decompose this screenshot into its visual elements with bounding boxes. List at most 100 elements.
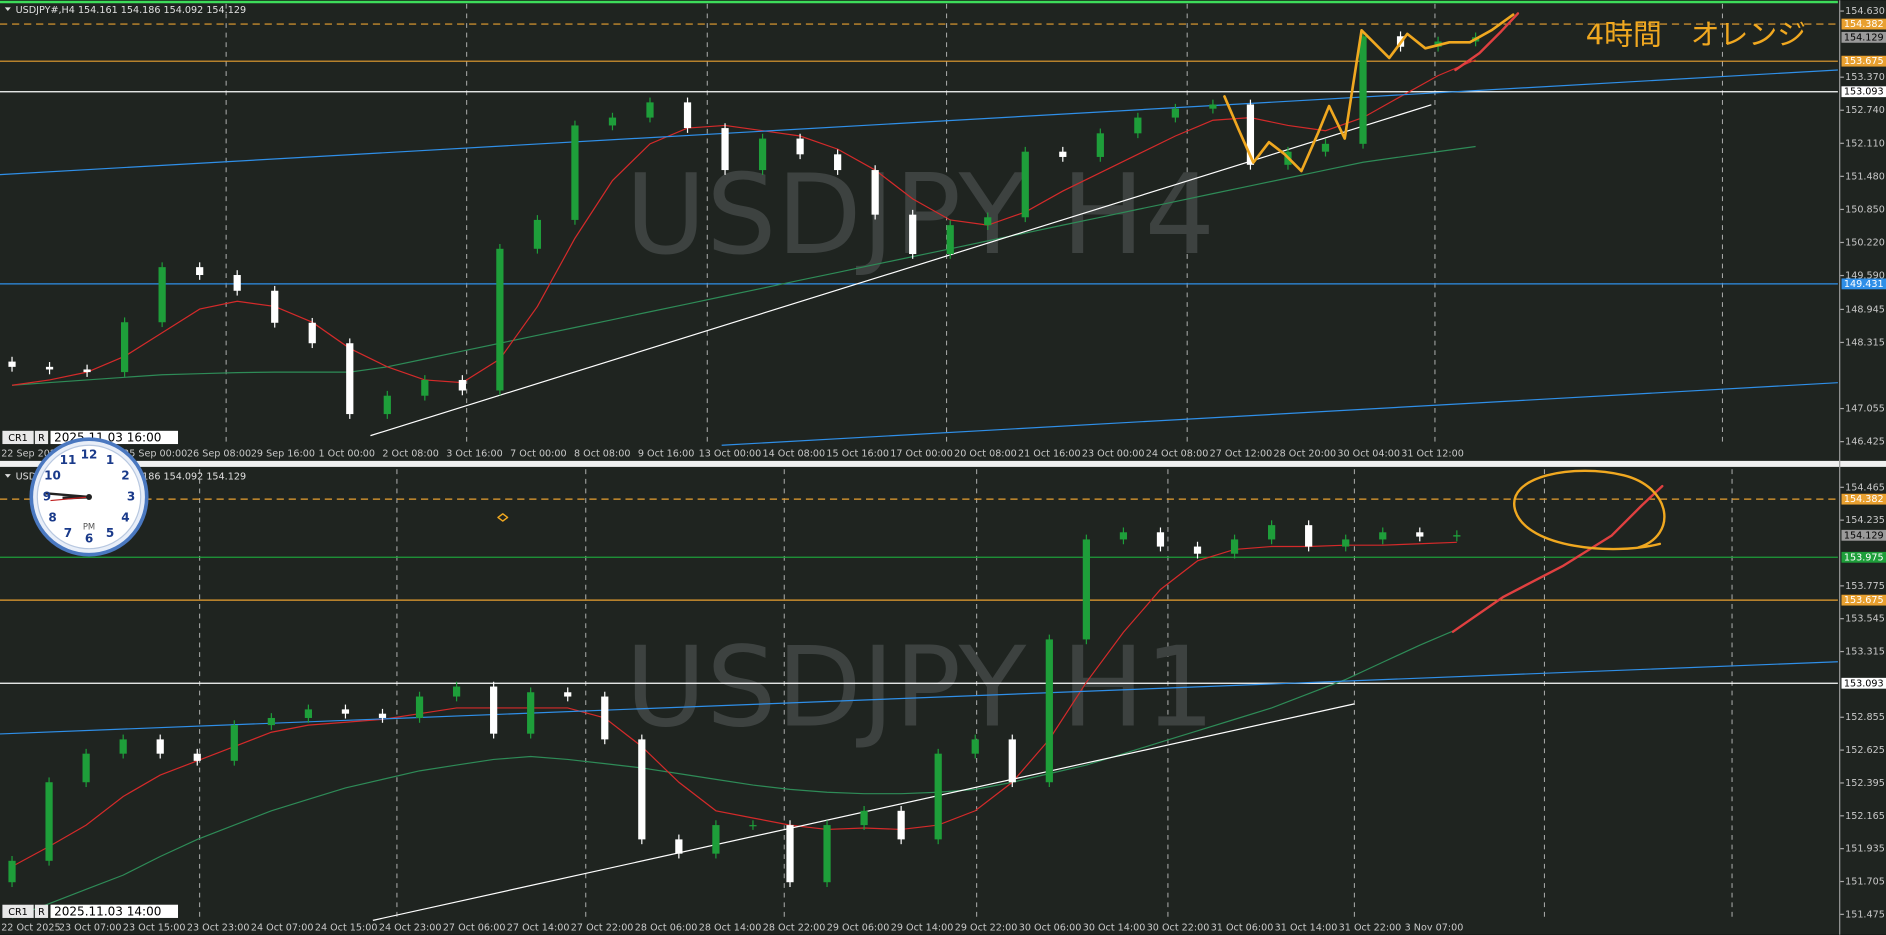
period-label: CR1 <box>8 907 28 918</box>
mode-box <box>34 904 49 918</box>
candle-body <box>1416 532 1424 537</box>
x-tick-label: 2 Oct 08:00 <box>382 449 439 460</box>
x-tick-label: 28 Oct 14:00 <box>699 923 762 934</box>
clock-number: 6 <box>85 532 93 546</box>
y-tick-label: 152.625 <box>1845 745 1885 756</box>
period-box <box>2 904 34 918</box>
price-tag <box>1841 86 1886 98</box>
candle-body <box>193 753 201 761</box>
price-tag-label: 154.382 <box>1844 19 1884 30</box>
clock-number: 11 <box>60 453 77 467</box>
clock-number: 7 <box>64 526 72 540</box>
candle-body <box>496 248 504 391</box>
candle-body <box>45 782 53 861</box>
time-box <box>50 904 179 918</box>
x-tick-label: 23 Oct 15:00 <box>123 923 186 934</box>
x-tick-label: 24 Oct 15:00 <box>315 923 378 934</box>
x-tick-label: 31 Oct 14:00 <box>1275 923 1338 934</box>
candle-body <box>267 717 275 726</box>
clock-number: 5 <box>106 526 114 540</box>
candle-body <box>646 102 654 118</box>
x-tick-label: 27 Oct 14:00 <box>507 923 570 934</box>
price-tag-label: 149.431 <box>1844 279 1884 290</box>
candle-body <box>83 369 91 373</box>
x-tick-label: 29 Oct 14:00 <box>891 923 954 934</box>
clock-number: 3 <box>127 489 135 503</box>
price-tag <box>1841 551 1886 563</box>
ma-fast-line <box>11 59 1476 386</box>
candle-body <box>786 825 794 883</box>
candle-body <box>383 395 391 415</box>
y-tick-label: 147.055 <box>1845 404 1885 415</box>
y-tick-label: 154.235 <box>1845 515 1885 526</box>
price-tag-label: 153.975 <box>1844 552 1884 563</box>
channel-line <box>0 69 1838 176</box>
red-stroke <box>1454 12 1520 72</box>
y-tick-label: 151.705 <box>1845 877 1885 888</box>
price-tag-label: 153.093 <box>1844 678 1884 689</box>
x-tick-label: 31 Oct 12:00 <box>1401 449 1464 460</box>
y-tick-label: 153.775 <box>1845 581 1885 592</box>
candle-body <box>571 125 579 220</box>
candle-body <box>1267 525 1276 540</box>
menu-arrow <box>4 474 11 478</box>
y-tick-label: 150.850 <box>1845 204 1885 215</box>
cursor-mark <box>497 513 509 522</box>
x-tick-label: 25 Sep 00:00 <box>123 449 187 460</box>
x-tick-label: 14 Oct 08:00 <box>763 449 826 460</box>
clock-number: 2 <box>121 468 129 482</box>
watermark-layer: USDJPY H4 USDJPY H1 <box>625 151 1215 753</box>
candle-body <box>1193 546 1202 554</box>
y-tick-label: 153.370 <box>1845 72 1885 83</box>
candle-body <box>1379 532 1387 540</box>
y-tick-label: 151.475 <box>1845 909 1885 920</box>
channel-line <box>0 661 1838 735</box>
hand-drawings <box>497 12 1666 633</box>
price-tag-label: 154.382 <box>1844 494 1884 505</box>
red-stroke <box>1451 484 1664 633</box>
x-tick-label: 31 Oct 22:00 <box>1339 923 1402 934</box>
candle-body <box>230 725 238 761</box>
channel-line <box>721 382 1838 446</box>
candle-body <box>156 739 164 754</box>
x-tick-label: 13 Oct 00:00 <box>699 449 762 460</box>
y-tick-label: 152.395 <box>1845 778 1885 789</box>
candle-body <box>1156 532 1165 547</box>
y-tick-label: 148.315 <box>1845 337 1885 348</box>
x-tick-label: 28 Oct 06:00 <box>635 923 698 934</box>
candle-body <box>860 810 868 826</box>
candle-body <box>304 709 313 718</box>
period-box <box>2 430 34 445</box>
watermark: USDJPY H1 <box>625 624 1215 753</box>
price-tag-label: 154.129 <box>1844 32 1884 43</box>
candle-body <box>415 696 424 718</box>
candles-layer <box>8 31 1480 888</box>
candle-body <box>946 225 954 255</box>
x-tick-label: 30 Oct 06:00 <box>1019 923 1082 934</box>
x-tick-label: 15 Oct 16:00 <box>826 449 889 460</box>
candle-body <box>527 692 535 734</box>
candle-body <box>490 686 498 734</box>
mode-box <box>34 430 49 445</box>
y-tick-label: 146.425 <box>1845 437 1885 448</box>
candle-body <box>378 713 387 718</box>
drawn-lines <box>0 23 1838 919</box>
candle-body <box>1305 525 1313 547</box>
price-tag <box>1841 529 1886 541</box>
x-tick-label: 29 Sep 16:00 <box>251 449 315 460</box>
mode-label: R <box>38 907 45 918</box>
ma-slow-line <box>11 628 1458 919</box>
clock-number: 8 <box>48 511 56 525</box>
candle-body <box>1453 535 1461 537</box>
ma-slow-line <box>11 145 1476 386</box>
price-tag <box>1841 594 1886 606</box>
y-tick-label: 152.855 <box>1845 712 1885 723</box>
x-tick-label: 20 Oct 08:00 <box>954 449 1017 460</box>
y-tick-label: 152.165 <box>1845 811 1885 822</box>
x-tick-label: 27 Oct 06:00 <box>443 923 506 934</box>
candle-body <box>971 739 979 754</box>
candle-body <box>1021 151 1029 218</box>
grid-layer <box>199 3 1733 921</box>
